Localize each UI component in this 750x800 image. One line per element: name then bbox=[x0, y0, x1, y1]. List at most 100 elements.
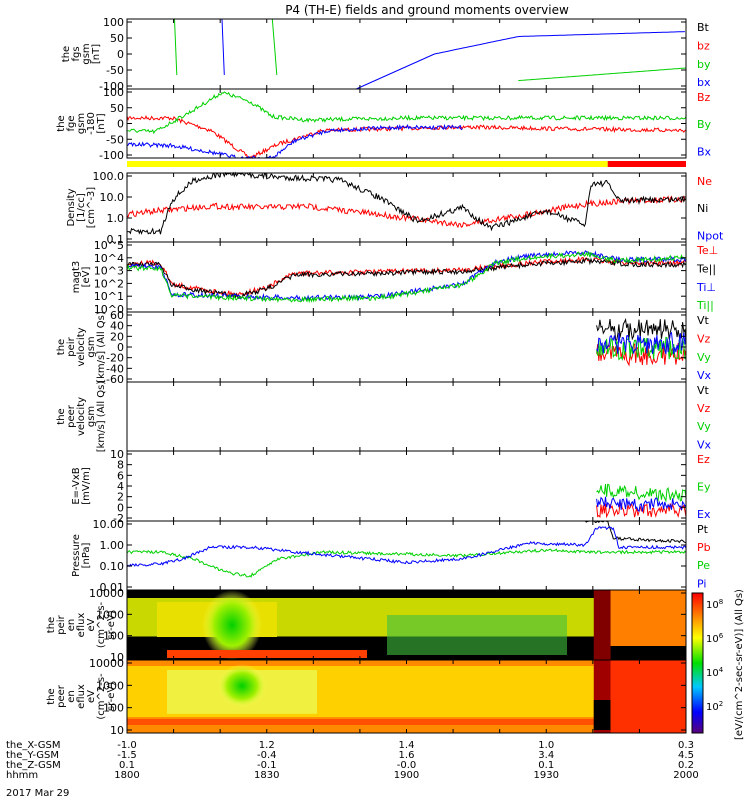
series-line-pressure-pe-0 bbox=[126, 548, 687, 578]
legend-peer_velocity-vx: Vx bbox=[697, 438, 712, 451]
series-line-fge-by-0 bbox=[126, 91, 687, 135]
ylabel-peer_eflux: sr-eV) bbox=[106, 682, 117, 711]
spectrogram-peir_eflux bbox=[127, 590, 686, 660]
ytick-label-peir_velocity: 0 bbox=[117, 341, 124, 354]
axis-value-x: 0.3 bbox=[678, 740, 694, 751]
ylabel-peer_eflux: (cm^2-s- bbox=[96, 673, 107, 720]
ylabel-fge: -180 bbox=[86, 112, 97, 135]
axis-value-z: 0.2 bbox=[678, 760, 694, 771]
ytick-label-peir_eflux: 10000 bbox=[89, 587, 124, 600]
panel-frame-density bbox=[126, 172, 687, 243]
ylabel-peir_eflux: peir bbox=[56, 614, 67, 634]
axis-value-x: 1.4 bbox=[399, 740, 415, 751]
legend-fgs-by: by bbox=[697, 58, 711, 71]
colorbar-tick-label: 108 bbox=[706, 598, 723, 611]
ytick-label-fge: 50 bbox=[110, 102, 124, 115]
date-label: 2017 Mar 29 bbox=[6, 788, 69, 799]
ylabel-peir_eflux: (cm^2-s- bbox=[96, 601, 107, 648]
colorbar-tick-label: 106 bbox=[706, 632, 724, 645]
series-line-fgs-by-0 bbox=[174, 18, 178, 76]
ylabel-fge: the bbox=[56, 115, 67, 131]
ylabel-peir_eflux: sr-eV) bbox=[106, 610, 117, 639]
ylabel-peer_eflux: en bbox=[66, 690, 77, 703]
ylabel-peir_velocity: gsm bbox=[86, 336, 97, 357]
ytick-label-efield: 6 bbox=[117, 469, 124, 482]
series-line-fge-bx-0 bbox=[126, 123, 463, 159]
ytick-label-peir_eflux: 10 bbox=[110, 651, 124, 664]
ytick-label-peer_eflux: 1000 bbox=[96, 679, 124, 692]
legend-fge-bz: Bz bbox=[697, 91, 711, 104]
axis-value-t: 2000 bbox=[673, 770, 698, 781]
ytick-label-fgs: -50 bbox=[106, 64, 124, 77]
series-line-density-ne-0 bbox=[126, 195, 687, 229]
ytick-label-pressure: 1.00 bbox=[100, 539, 125, 552]
axis-value-t: 1900 bbox=[394, 770, 419, 781]
panel-pressure: 10.00 1.00 0.10 0.01 Pressure [nPa] Pt Pb Pe Pi bbox=[71, 518, 711, 594]
panel-peir_eflux: 10000 1000 100 10 the peir en eflux eV (cm^2-s-sr… bbox=[46, 587, 687, 664]
legend-pressure-pb: Pb bbox=[697, 541, 711, 554]
series-line-peir_velocity-vx-0 bbox=[596, 331, 687, 355]
ylabel-peer_eflux: eV bbox=[86, 690, 97, 703]
mode-bar-slow bbox=[127, 161, 608, 167]
axis-value-x: 1.0 bbox=[538, 740, 554, 751]
series-line-temperature-te-0 bbox=[126, 257, 687, 300]
panel-peer_eflux: 10000 1000 100 10 the peer en eflux eV (cm^2-s-sr… bbox=[46, 657, 687, 737]
ytick-label-peir_velocity: 40 bbox=[110, 320, 124, 333]
legend-peir_velocity-vz: Vz bbox=[697, 332, 711, 345]
ytick-label-peir_eflux: 100 bbox=[103, 630, 124, 643]
legend-peer_velocity-vz: Vz bbox=[697, 402, 711, 415]
axis-row-label: the_X-GSM bbox=[6, 740, 60, 751]
ylabel-density: [cm^-3] bbox=[86, 187, 97, 228]
legend-pressure-pt: Pt bbox=[697, 523, 709, 536]
series-line-peir_velocity-vy-0 bbox=[596, 336, 687, 362]
bottom-axis: the_X-GSMthe_Y-GSMthe_Z-GSMhhmm-1.0-1.50… bbox=[6, 740, 699, 781]
ytick-label-efield: 0 bbox=[117, 501, 124, 514]
ytick-label-fge: -100 bbox=[99, 149, 124, 162]
legend-temperature-ti: Ti⊥ bbox=[696, 281, 716, 294]
legend-fgs-bx: bx bbox=[697, 76, 711, 89]
legend-temperature-ti: Ti|| bbox=[696, 299, 714, 312]
ytick-label-efield: 10 bbox=[110, 448, 124, 461]
ylabel-peer_velocity: the bbox=[56, 408, 67, 424]
ytick-label-efield: 8 bbox=[117, 459, 124, 472]
legend-pressure-pi: Pi bbox=[697, 577, 706, 590]
ytick-label-peir_velocity: 20 bbox=[110, 330, 124, 343]
ylabel-efield: E=-VxB bbox=[71, 467, 82, 504]
colorbar-tick-label: 102 bbox=[706, 700, 723, 713]
ytick-label-efield: -2 bbox=[113, 512, 124, 525]
ytick-label-fge: 100 bbox=[103, 86, 124, 99]
ylabel-fgs: [nT] bbox=[91, 44, 102, 64]
legend-peer_velocity-vt: Vt bbox=[697, 384, 710, 397]
panel-fgs: 100 50 0 -50 -100 the fgs gsm [nT] Bt bz by bx bbox=[61, 16, 711, 93]
legend-temperature-te: Te|| bbox=[696, 262, 716, 275]
ylabel-density: [1/cc] bbox=[76, 193, 87, 222]
ytick-label-peir_velocity: -40 bbox=[106, 362, 124, 375]
ylabel-temperature: [eV] bbox=[81, 267, 92, 288]
colorbar-tick-label: 104 bbox=[706, 666, 724, 679]
panel-frame-peer_velocity bbox=[126, 381, 687, 452]
series-line-efield-ey-0 bbox=[596, 483, 687, 503]
legend-pressure-pe: Pe bbox=[697, 559, 710, 572]
ytick-label-density: 1.0 bbox=[107, 212, 125, 225]
ytick-label-temperature: 10^5 bbox=[94, 239, 124, 252]
mode-bar-fast bbox=[607, 161, 686, 167]
ylabel-peir_eflux: eflux bbox=[76, 613, 87, 638]
axis-row-label: the_Y-GSM bbox=[6, 750, 59, 761]
panel-temperature: 10^510^410^310^210^110^0 magt3 [eV] Te⊥ Te||… bbox=[71, 239, 718, 316]
ytick-label-peir_velocity: 60 bbox=[110, 309, 124, 322]
series-line-pressure-pi-0 bbox=[126, 526, 687, 568]
ylabel-peir_velocity: the bbox=[56, 339, 67, 355]
ylabel-peer_velocity: gsm bbox=[86, 406, 97, 427]
ylabel-fge: gsm bbox=[76, 113, 87, 134]
ytick-label-peir_eflux: 1000 bbox=[96, 608, 124, 621]
ylabel-efield: [mV/m] bbox=[81, 467, 92, 505]
legend-fgs-bz: bz bbox=[697, 39, 710, 52]
axis-value-y: -0.4 bbox=[257, 750, 277, 761]
ytick-label-pressure: 0.10 bbox=[100, 560, 125, 573]
series-line-fgs-by-2 bbox=[518, 67, 687, 82]
ytick-label-temperature: 10^0 bbox=[94, 303, 124, 316]
legend-efield-ez: Ez bbox=[697, 453, 710, 466]
legend-fge-by: By bbox=[697, 118, 712, 131]
